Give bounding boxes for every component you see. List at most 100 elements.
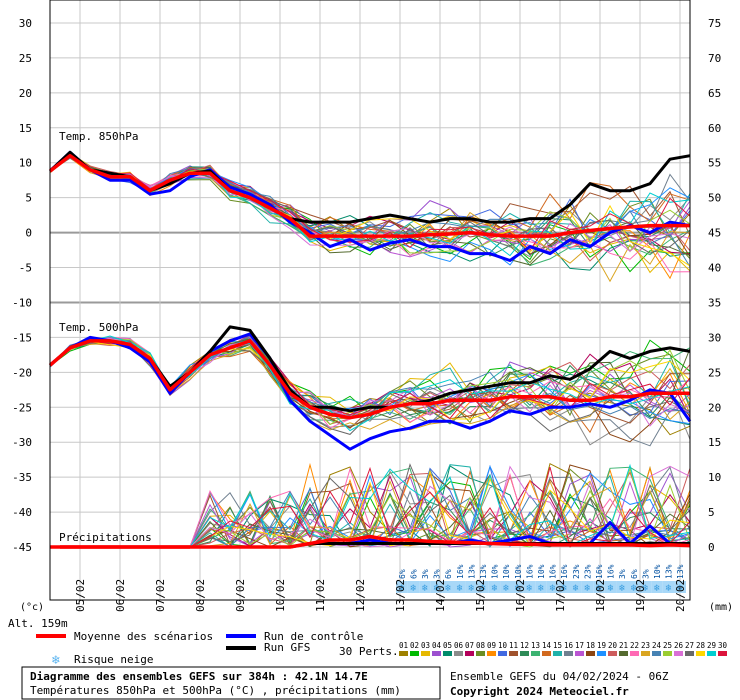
x-tick-label: 10/02 — [274, 579, 287, 612]
y-left-tick-label: 15 — [19, 122, 32, 135]
perturbation-label: 06 — [454, 641, 464, 650]
perturbation-label: 14 — [542, 641, 552, 650]
snow-risk-cell — [407, 581, 420, 593]
y-right-tick-label: 15 — [708, 436, 721, 449]
perturbation-label: 03 — [421, 641, 430, 650]
x-tick-label: 15/02 — [474, 579, 487, 612]
perturbation-swatch — [421, 651, 430, 656]
perturbation-label: 25 — [663, 641, 672, 650]
perturbation-legend: 01 02 03 04 05 06 07 08 09 10 11 12 13 14 15 16 17 18 19 20… — [399, 641, 727, 656]
legend-label-gfs: Run GFS — [264, 641, 310, 654]
perturbation-swatch — [564, 651, 573, 656]
perturbation-label: 19 — [597, 641, 606, 650]
perturbation-swatch — [509, 651, 518, 656]
snowflake-icon: ❄ — [608, 583, 615, 594]
altitude-label: Alt. 159m — [8, 617, 68, 630]
snow-risk-pct: 13% — [467, 564, 476, 579]
y-left-tick-label: -10 — [12, 296, 32, 309]
y-left-tick-label: 5 — [25, 192, 32, 205]
snowflake-icon: ❄ — [642, 583, 649, 594]
snow-risk-pct: 16% — [525, 564, 534, 579]
x-tick-label: 14/02 — [434, 579, 447, 612]
footer-copyright: Copyright 2024 Meteociel.fr — [450, 685, 629, 698]
legend: Moyenne des scénarios Run de contrôle Ru… — [36, 630, 399, 668]
perturbation-label: 10 — [498, 641, 508, 650]
snow-risk-strip: ❄6%❄6%❄3%❄3%❄6%❄16%❄13%❄13%❄10%❄10%❄10%❄… — [396, 564, 686, 594]
y-left-tick-label: 20 — [19, 87, 32, 100]
perturbation-label: 17 — [575, 641, 584, 650]
y-right-tick-label: 5 — [708, 506, 715, 519]
snow-risk-pct: 3% — [641, 569, 650, 579]
snow-risk-cell — [523, 581, 536, 593]
perturbation-label: 15 — [553, 641, 562, 650]
y-left-tick-label: -25 — [12, 401, 32, 414]
perturbation-swatch — [674, 651, 683, 656]
snowflake-icon: ❄ — [399, 583, 406, 594]
perturbation-swatch — [454, 651, 463, 656]
snow-risk-pct: 23% — [572, 564, 581, 579]
snow-risk-cell — [581, 581, 594, 593]
y-left-tick-label: -40 — [12, 506, 32, 519]
perturbation-swatch — [696, 651, 705, 656]
perturbation-label: 07 — [465, 641, 474, 650]
perturbation-swatch — [432, 651, 441, 656]
axes — [49, 0, 691, 601]
snowflake-icon: ❄ — [631, 583, 638, 594]
y-left-tick-label: 10 — [19, 157, 32, 170]
snow-risk-cell — [465, 581, 478, 593]
snow-risk-pct: 10% — [491, 564, 500, 579]
y-right-tick-label: 10 — [708, 471, 721, 484]
snow-risk-pct: 3% — [618, 569, 627, 579]
snowflake-icon: ❄ — [677, 583, 684, 594]
snow-risk-pct: 6% — [409, 569, 418, 579]
snow-risk-cell — [593, 581, 605, 593]
snow-risk-pct: 10% — [537, 564, 546, 579]
legend-label-snow: Risque neige — [74, 653, 153, 666]
perturbation-swatch — [443, 651, 452, 656]
snow-risk-pct: 16% — [607, 564, 616, 579]
perturbation-swatch — [487, 651, 496, 656]
y-right-tick-label: 0 — [708, 541, 715, 554]
snow-risk-cell — [639, 581, 652, 593]
snow-risk-pct: 6% — [444, 569, 453, 579]
footer-box — [21, 666, 441, 700]
snow-risk-pct: 16% — [560, 564, 569, 579]
y-right-tick-label: 70 — [708, 52, 721, 65]
y-left-tick-label: -20 — [12, 366, 32, 379]
y-right-tick-label: 75 — [708, 17, 721, 30]
perturbation-swatch — [498, 651, 507, 656]
legend-label-mean: Moyenne des scénarios — [74, 630, 213, 643]
snow-risk-pct: 23% — [583, 564, 592, 579]
snowflake-icon: ❄ — [457, 583, 464, 594]
footer-subtitle: Températures 850hPa et 500hPa (°C) , pré… — [30, 684, 401, 697]
y-right-tick-label: 20 — [708, 401, 721, 414]
y-left-tick-labels: 30 25 20 15 10 5 0 -5 -10 -15 -20 -25 -30 -35 -40 -45 — [12, 17, 32, 554]
x-tick-label: 17/02 — [554, 579, 567, 612]
y-left-tick-label: 30 — [19, 17, 32, 30]
perturbation-swatch — [542, 651, 551, 656]
y-right-tick-label: 50 — [708, 192, 721, 205]
y-right-tick-label: 45 — [708, 227, 721, 240]
y-right-tick-label: 60 — [708, 122, 721, 135]
perturbation-label: 18 — [586, 641, 596, 650]
perturbation-swatch — [652, 651, 661, 656]
section-label-850: Temp. 850hPa — [59, 130, 138, 143]
y-left-tick-label: 25 — [19, 52, 32, 65]
main-series — [48, 150, 692, 549]
snow-risk-cell — [535, 581, 547, 593]
snow-risk-cell — [546, 581, 559, 593]
y-right-tick-label: 35 — [708, 296, 721, 309]
perturbation-swatch — [630, 651, 639, 656]
perturbation-label: 27 — [685, 641, 694, 650]
perturbation-label: 08 — [476, 641, 486, 650]
perturbation-swatch — [586, 651, 595, 656]
perturbation-label: 12 — [520, 641, 529, 650]
snowflake-icon: ❄ — [666, 583, 673, 594]
perturbation-swatch — [685, 651, 694, 656]
snowflake-icon: ❄ — [468, 583, 475, 594]
perturbation-label: 13 — [531, 641, 540, 650]
snowflake-icon: ❄ — [573, 583, 580, 594]
y-left-tick-label: 0 — [25, 227, 32, 240]
